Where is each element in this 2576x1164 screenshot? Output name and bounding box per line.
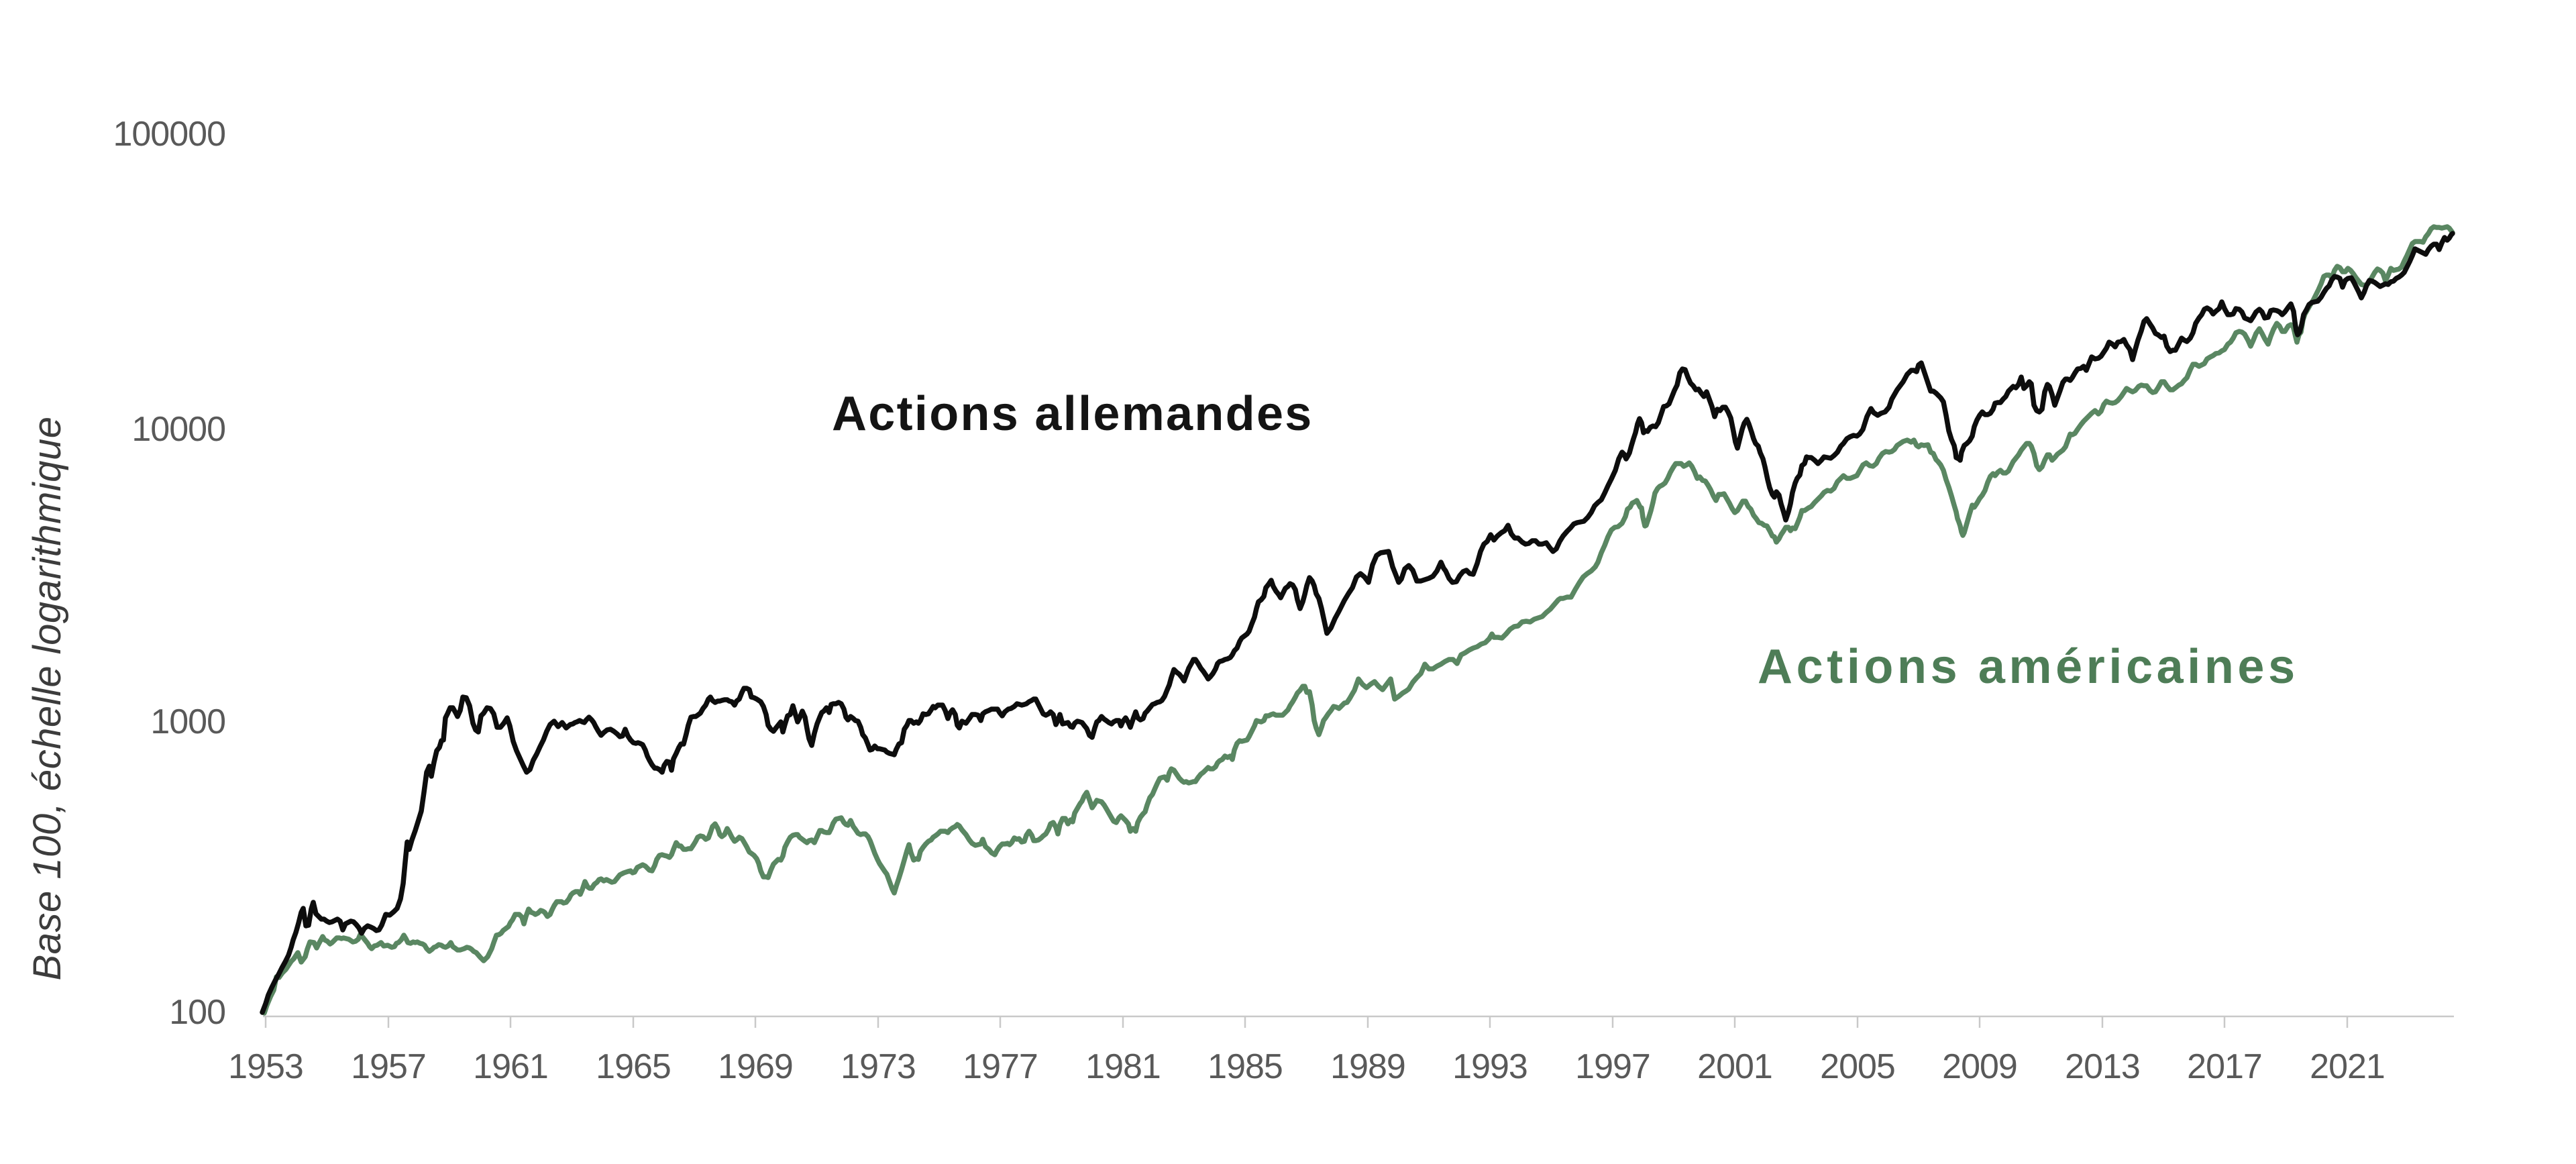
svg-text:2021: 2021 — [2310, 1047, 2385, 1086]
svg-text:100: 100 — [169, 993, 225, 1032]
svg-text:1000: 1000 — [150, 702, 225, 741]
svg-text:1985: 1985 — [1208, 1047, 1283, 1086]
svg-text:Base 100, échelle logarithmiqu: Base 100, échelle logarithmique — [25, 417, 69, 981]
svg-text:1981: 1981 — [1085, 1047, 1161, 1086]
svg-text:1961: 1961 — [473, 1047, 548, 1086]
svg-text:2001: 2001 — [1697, 1047, 1772, 1086]
svg-text:Actions allemandes: Actions allemandes — [832, 387, 1313, 441]
svg-text:1977: 1977 — [963, 1047, 1038, 1086]
svg-text:10000: 10000 — [131, 410, 225, 449]
svg-text:1957: 1957 — [351, 1047, 426, 1086]
svg-text:100000: 100000 — [113, 115, 225, 154]
svg-text:1997: 1997 — [1575, 1047, 1650, 1086]
svg-text:1993: 1993 — [1452, 1047, 1527, 1086]
svg-text:2013: 2013 — [2065, 1047, 2140, 1086]
svg-text:1989: 1989 — [1330, 1047, 1405, 1086]
svg-text:2009: 2009 — [1942, 1047, 2017, 1086]
svg-text:1965: 1965 — [596, 1047, 671, 1086]
svg-text:Actions américaines: Actions américaines — [1758, 640, 2299, 694]
svg-text:1953: 1953 — [228, 1047, 303, 1086]
svg-text:1973: 1973 — [841, 1047, 916, 1086]
svg-text:1969: 1969 — [718, 1047, 793, 1086]
svg-text:2005: 2005 — [1820, 1047, 1895, 1086]
svg-text:2017: 2017 — [2187, 1047, 2262, 1086]
